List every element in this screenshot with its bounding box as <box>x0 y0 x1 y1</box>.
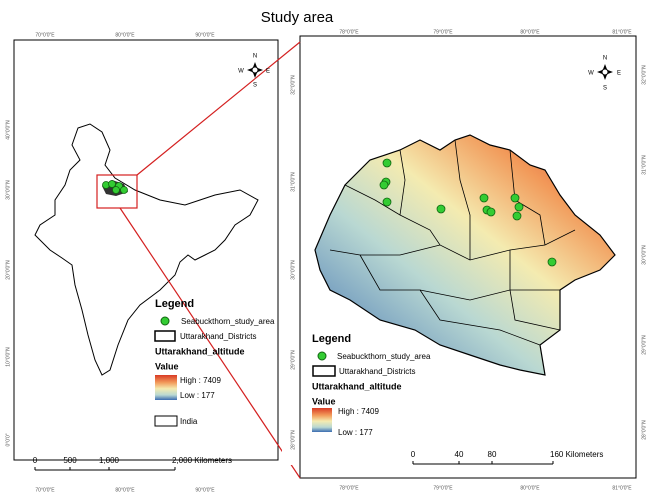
graticule-label: 32°0'0"N <box>641 65 647 85</box>
graticule-label: 30°0'0"N <box>5 180 11 200</box>
compass-n: N <box>253 54 257 60</box>
graticule-label: 80°0'0"E <box>520 485 540 491</box>
district-lines <box>329 139 576 346</box>
uttarakhand-altitude <box>314 134 616 376</box>
scale-label: 2,000 Kilometers <box>172 456 232 465</box>
legend-title: Legend <box>312 333 351 345</box>
zoom-line <box>136 41 301 176</box>
legend-text: Low : 177 <box>180 391 215 400</box>
graticule-label: 31°0'0"N <box>641 155 647 175</box>
graticule-label: 10°0'0"N <box>5 347 11 367</box>
compass <box>247 62 613 80</box>
graticule-label: 90°0'0"E <box>195 32 215 38</box>
graticule-label: 28°0'0"N <box>641 420 647 440</box>
compass-s: S <box>253 83 257 89</box>
compass-e: E <box>266 69 270 75</box>
legend-text: Uttarakhand_altitude <box>312 381 402 391</box>
scale-label: 40 <box>455 450 464 459</box>
legend-text: India <box>180 417 198 426</box>
legend-text: Value <box>312 396 336 406</box>
graticule-label: 28°0'0"N <box>290 430 296 450</box>
legend-swatch <box>154 415 178 427</box>
graticule-label: 78°0'0"E <box>339 29 359 35</box>
scale-label: 0 <box>411 450 416 459</box>
compass-s: S <box>603 86 607 92</box>
right-frame <box>299 35 637 479</box>
graticule-label: 81°0'0"E <box>612 29 632 35</box>
scale-label: 80 <box>488 450 497 459</box>
study-points-small <box>102 180 128 194</box>
graticule-label: 30°0'0"N <box>290 260 296 280</box>
left-frame <box>13 39 279 461</box>
compass-w: W <box>238 69 244 75</box>
legend-text: Uttarakhand_Districts <box>180 332 256 341</box>
legend-text: Uttarakhand_altitude <box>155 346 245 356</box>
scale-label: 160 Kilometers <box>550 450 603 459</box>
title: Study area <box>261 9 334 26</box>
compass-e: E <box>617 71 621 77</box>
legend-swatch <box>312 365 336 377</box>
legend-title: Legend <box>155 298 194 310</box>
legend-text: Value <box>155 361 179 371</box>
graticule-label: 80°0'0"E <box>520 29 540 35</box>
graticule-label: 81°0'0"E <box>612 485 632 491</box>
zoom-line <box>119 207 301 479</box>
legend-point <box>317 351 327 361</box>
legend-text: Seabuckthorn_study_area <box>337 352 431 361</box>
graticule-label: 29°0'0"N <box>641 335 647 355</box>
legend-text: Uttarakhand_Districts <box>339 367 415 376</box>
legend-text: High : 7409 <box>180 376 221 385</box>
india-outline <box>34 123 259 376</box>
graticule-label: 32°0'0"N <box>290 75 296 95</box>
graticule-label: 79°0'0"E <box>433 485 453 491</box>
graticule-label: 29°0'0"N <box>290 350 296 370</box>
legend-ramp <box>155 375 177 400</box>
legend-ramp <box>312 408 332 432</box>
graticule-label: 70°0'0"E <box>35 487 55 493</box>
graticule-label: 40°0'0"N <box>5 120 11 140</box>
scale-label: 0 <box>33 456 38 465</box>
legend-text: Low : 177 <box>338 428 373 437</box>
legend-swatch <box>154 330 176 342</box>
graticule-label: 79°0'0"E <box>433 29 453 35</box>
legend-text: High : 7409 <box>338 407 379 416</box>
scale-label: 500 <box>63 456 77 465</box>
graticule-label: 70°0'0"E <box>35 32 55 38</box>
study-points <box>379 158 557 267</box>
legend-text: Seabuckthorn_study_area <box>181 317 275 326</box>
graticule-label: 80°0'0"E <box>115 32 135 38</box>
gap <box>282 415 298 465</box>
scale-bar <box>34 461 554 471</box>
graticule-label: 31°0'0"N <box>290 172 296 192</box>
graticule-label: 80°0'0"E <box>115 487 135 493</box>
compass-n: N <box>603 56 607 62</box>
graticule-label: 20°0'0"N <box>5 260 11 280</box>
compass-w: W <box>588 71 594 77</box>
legend-point <box>160 316 170 326</box>
zoom-box <box>96 174 138 209</box>
graticule-label: 0°0'0" <box>5 433 11 446</box>
scale-label: 1,000 <box>99 456 120 465</box>
graticule-label: 90°0'0"E <box>195 487 215 493</box>
graticule-label: 30°0'0"N <box>641 245 647 265</box>
graticule-label: 78°0'0"E <box>339 485 359 491</box>
